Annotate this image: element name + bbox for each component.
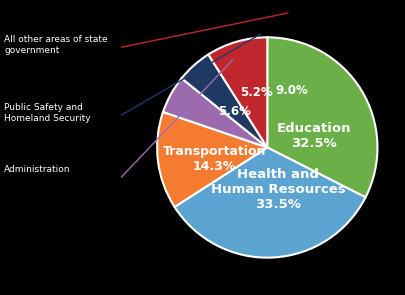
- Text: Administration: Administration: [4, 165, 70, 174]
- Text: Health and
Human Resources
33.5%: Health and Human Resources 33.5%: [211, 168, 345, 211]
- Wedge shape: [157, 112, 267, 207]
- Wedge shape: [267, 37, 377, 197]
- Wedge shape: [163, 78, 267, 148]
- Wedge shape: [181, 55, 267, 148]
- Text: All other areas of state
government: All other areas of state government: [4, 35, 108, 55]
- Text: 5.2%: 5.2%: [240, 86, 273, 99]
- Text: 5.6%: 5.6%: [218, 105, 251, 118]
- Text: Public Safety and
Homeland Security: Public Safety and Homeland Security: [4, 103, 91, 123]
- Text: 9.0%: 9.0%: [275, 84, 308, 97]
- Wedge shape: [208, 37, 267, 148]
- Wedge shape: [175, 148, 366, 258]
- Text: Education
32.5%: Education 32.5%: [276, 122, 351, 150]
- Text: Transportation
14.3%: Transportation 14.3%: [163, 145, 266, 173]
